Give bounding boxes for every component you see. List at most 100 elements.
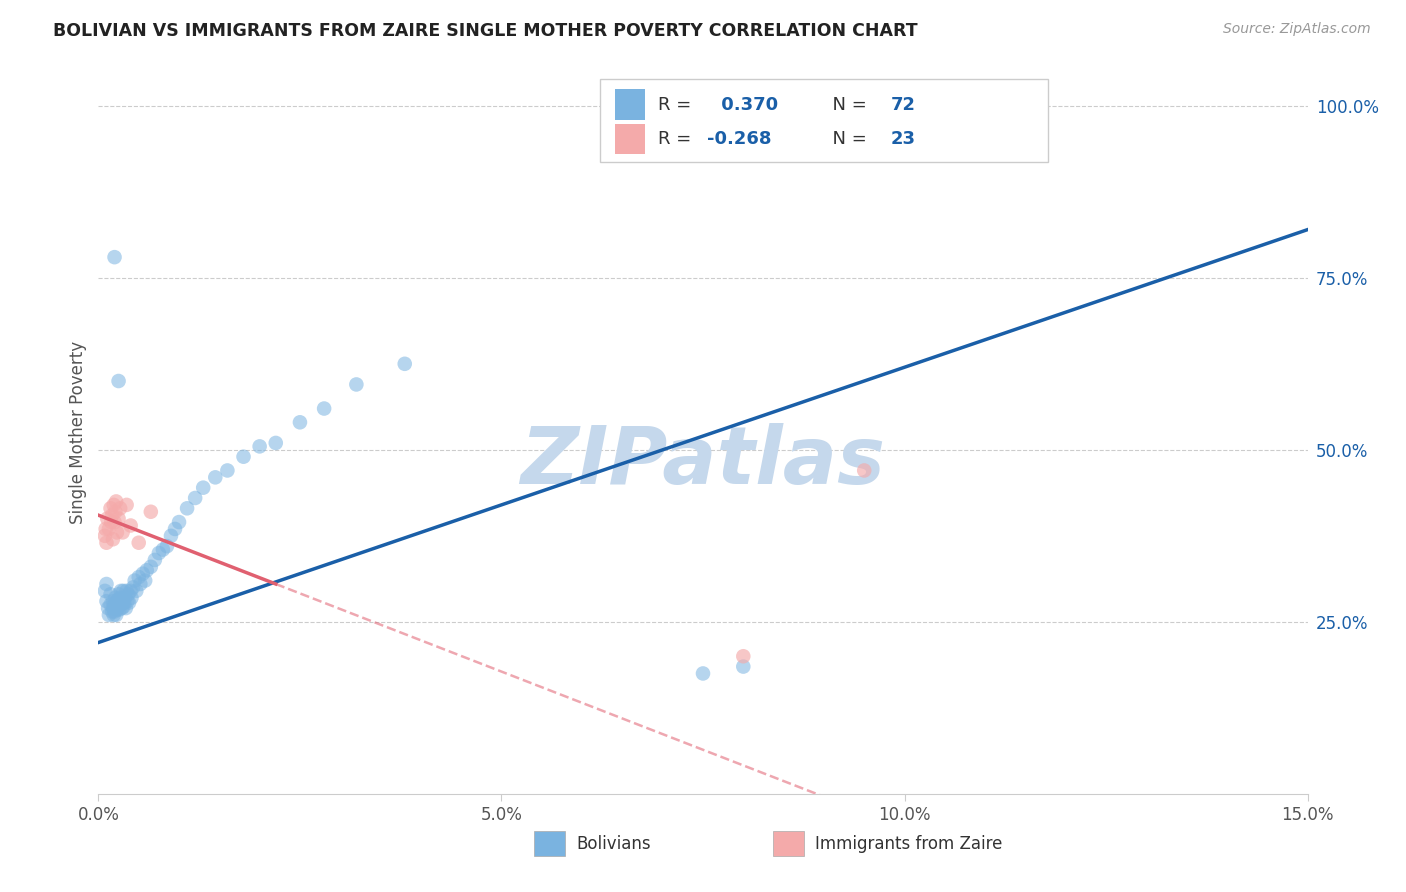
Point [108,591,131,605]
Point [117,594,139,608]
Point [156,539,179,553]
Text: -0.268: -0.268 [707,130,770,148]
Point [101,533,124,547]
Point [96,511,118,525]
Text: Bolivians: Bolivians [576,835,651,853]
Point [120,583,142,598]
Point [96,535,118,549]
Point [288,415,311,429]
Point [103,250,125,264]
Point [105,599,128,614]
Point [120,518,142,533]
Point [100,587,122,601]
Point [97,601,120,615]
Point [132,566,155,581]
Point [232,450,254,464]
Point [101,601,124,615]
Point [111,594,134,608]
Point [733,649,755,664]
Point [394,357,416,371]
Point [101,508,124,523]
Point [107,598,129,612]
Point [94,522,117,536]
Text: BOLIVIAN VS IMMIGRANTS FROM ZAIRE SINGLE MOTHER POVERTY CORRELATION CHART: BOLIVIAN VS IMMIGRANTS FROM ZAIRE SINGLE… [53,22,918,40]
Point [167,515,190,529]
Point [96,594,118,608]
Point [117,587,139,601]
Point [135,563,157,577]
Point [108,602,131,616]
Point [314,401,336,416]
Point [110,583,132,598]
Point [184,491,207,505]
Point [97,607,120,622]
Point [125,583,148,598]
Point [112,599,135,614]
Point [103,515,125,529]
Point [103,498,125,512]
Point [107,592,129,607]
Point [134,574,156,588]
Point [124,574,146,588]
Point [152,542,174,557]
Point [111,601,134,615]
Point [129,577,152,591]
Text: N =: N = [821,95,873,113]
Point [143,553,166,567]
Point [128,570,150,584]
Point [100,598,122,612]
Point [115,498,138,512]
Point [217,463,239,477]
Point [193,481,215,495]
Point [104,601,127,615]
Point [94,583,117,598]
Point [108,596,131,610]
Text: 0.370: 0.370 [716,95,778,113]
FancyBboxPatch shape [600,78,1047,161]
Point [114,591,136,605]
Point [104,505,127,519]
Point [103,605,125,619]
Point [692,666,714,681]
Point [204,470,226,484]
Point [96,577,118,591]
Point [114,601,136,615]
Point [160,529,183,543]
Text: Immigrants from Zaire: Immigrants from Zaire [815,835,1002,853]
Point [122,581,145,595]
FancyBboxPatch shape [614,124,645,154]
Point [128,535,150,549]
Point [118,596,141,610]
Point [264,436,287,450]
Point [121,591,143,605]
Text: R =: R = [658,130,697,148]
Point [100,501,122,516]
Point [103,598,125,612]
Point [110,598,132,612]
Point [344,377,367,392]
Point [148,546,170,560]
Point [112,583,135,598]
Y-axis label: Single Mother Poverty: Single Mother Poverty [69,341,87,524]
Point [97,522,120,536]
Text: R =: R = [658,95,697,113]
Text: 72: 72 [890,95,915,113]
Point [853,463,876,477]
Point [111,525,134,540]
Point [105,596,128,610]
Point [101,594,124,608]
Text: ZIPatlas: ZIPatlas [520,423,886,500]
Point [104,591,127,605]
Point [107,587,129,601]
Point [139,559,162,574]
Point [249,439,271,453]
Point [176,501,198,516]
Text: 23: 23 [890,130,915,148]
Point [103,607,125,622]
Point [100,515,122,529]
Point [94,529,117,543]
Point [733,659,755,673]
Point [115,583,138,598]
Point [108,501,131,516]
Point [105,602,128,616]
